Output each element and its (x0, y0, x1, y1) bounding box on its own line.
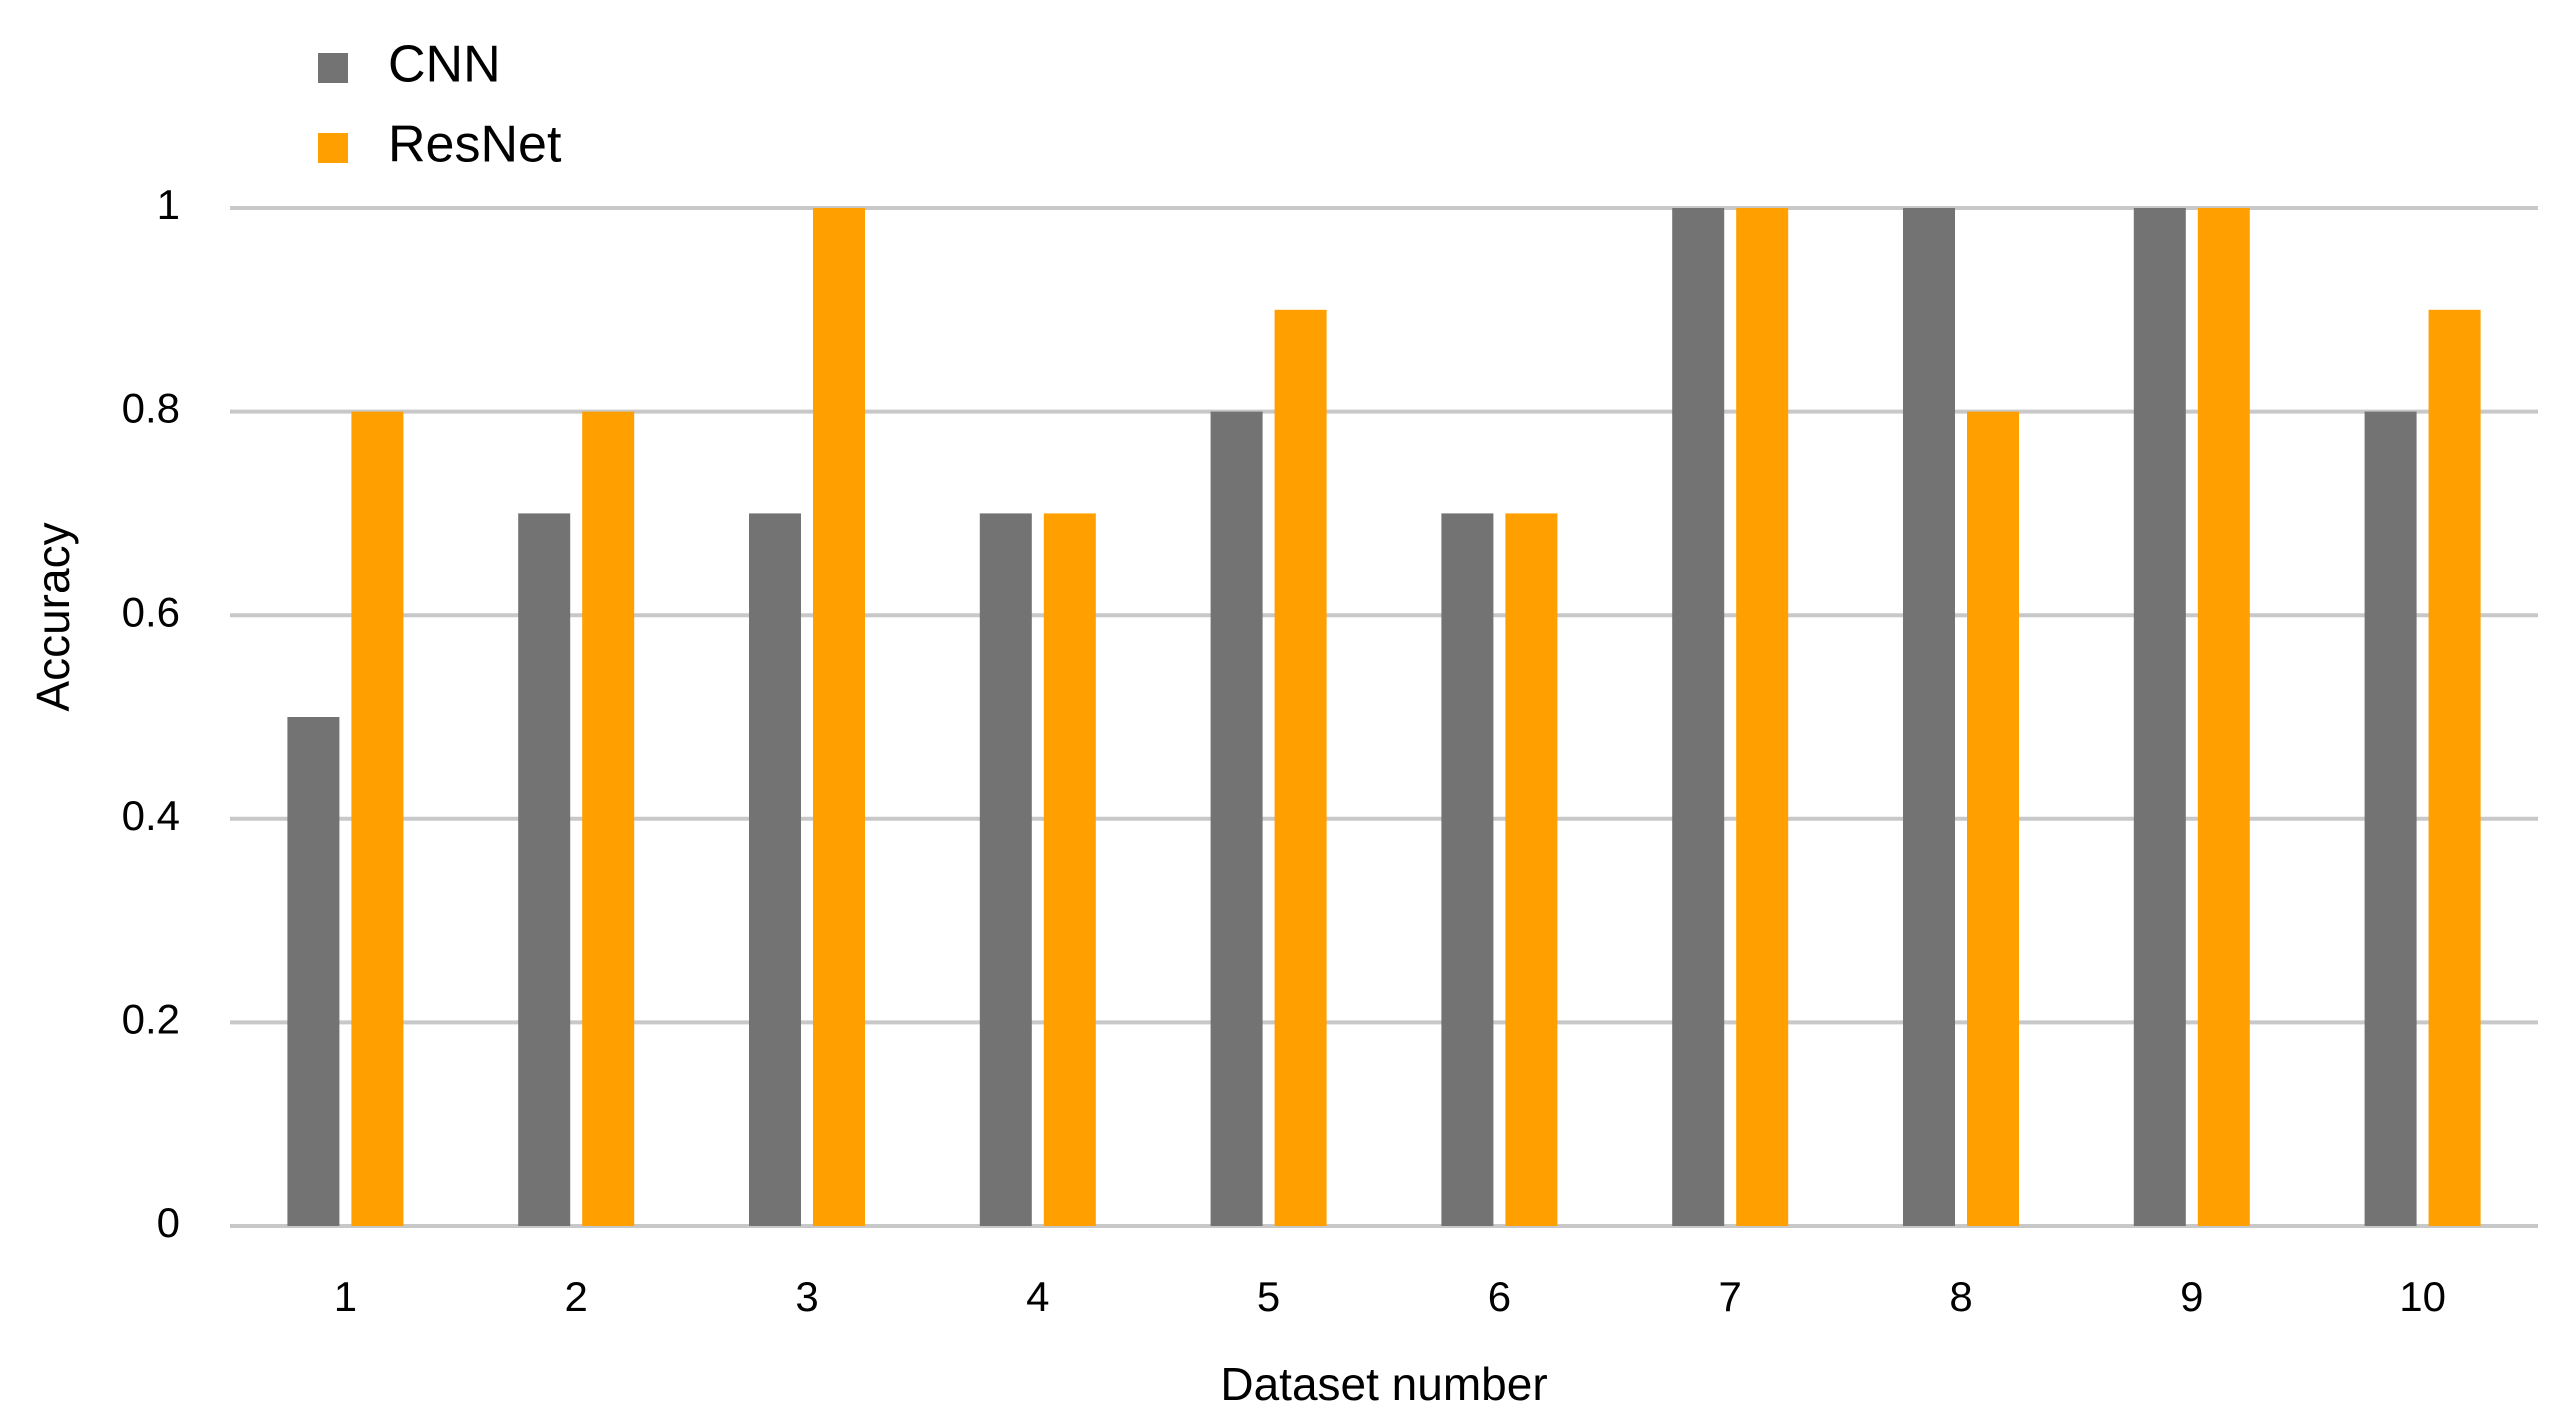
bar (813, 208, 865, 1226)
bar (2364, 411, 2417, 1227)
y-axis-title: Accuracy (27, 522, 79, 711)
y-tick-label: 0 (157, 1199, 180, 1246)
x-axis-title: Dataset number (1220, 1358, 1547, 1410)
bar (1043, 513, 1096, 1226)
bar (1274, 309, 1327, 1226)
x-tick-label: 4 (1026, 1273, 1049, 1320)
x-tick-label: 1 (334, 1273, 357, 1320)
legend-swatch (318, 133, 348, 163)
y-tick-label: 1 (157, 181, 180, 228)
bar (2133, 208, 2186, 1226)
bar (1672, 208, 1725, 1226)
x-tick-label: 10 (2399, 1273, 2446, 1320)
bar (518, 513, 571, 1226)
bar (979, 513, 1032, 1226)
x-tick-label: 3 (795, 1273, 818, 1320)
x-tick-label: 5 (1257, 1273, 1280, 1320)
y-tick-label: 0.8 (122, 385, 180, 432)
x-tick-label: 8 (1949, 1273, 1972, 1320)
y-tick-label: 0.6 (122, 588, 180, 635)
bar (2197, 208, 2250, 1226)
bar (351, 411, 404, 1227)
x-tick-label: 2 (565, 1273, 588, 1320)
bar (1967, 411, 2019, 1227)
bar (1441, 513, 1494, 1226)
bar (1210, 411, 1263, 1227)
bar (1736, 208, 1789, 1226)
bar (2428, 309, 2481, 1226)
y-tick-label: 0.2 (122, 995, 180, 1042)
x-tick-label: 7 (1719, 1273, 1742, 1320)
legend-swatch (318, 53, 348, 83)
bar (1903, 208, 1955, 1226)
x-tick-label: 6 (1488, 1273, 1511, 1320)
y-tick-label: 0.4 (122, 792, 180, 839)
bar (749, 513, 801, 1226)
bar (1505, 513, 1558, 1226)
bar (582, 411, 635, 1227)
legend-label: ResNet (388, 116, 562, 174)
x-tick-label: 9 (2180, 1273, 2203, 1320)
legend-label: CNN (388, 36, 501, 94)
bar (287, 717, 340, 1226)
